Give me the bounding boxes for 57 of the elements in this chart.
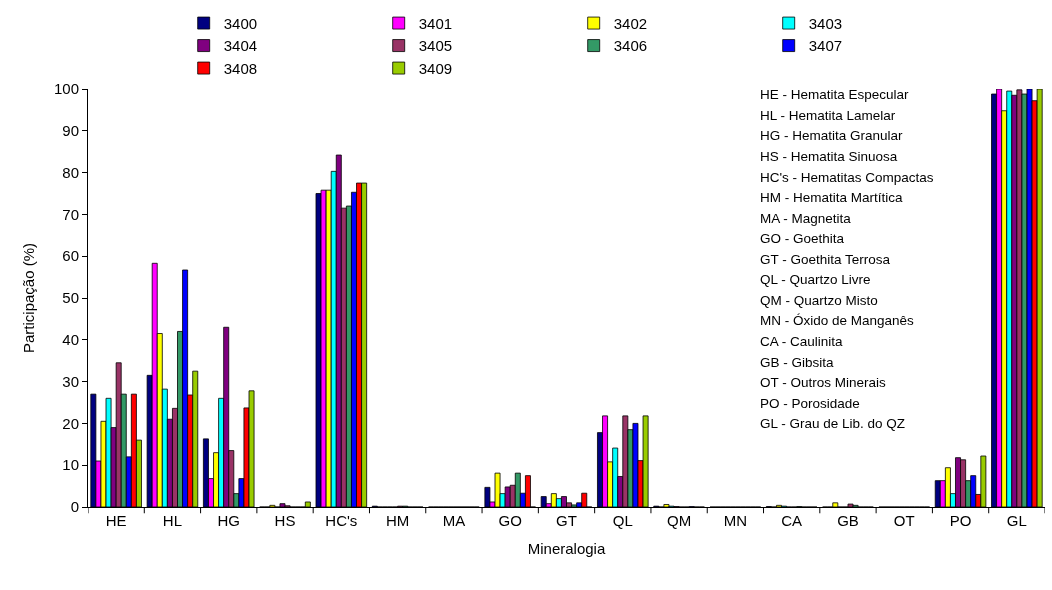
- legend-label: 3404: [223, 37, 258, 55]
- legend-label: 3408: [223, 59, 258, 77]
- annotation: HM - Hematita Martítica: [760, 190, 904, 205]
- y-axis-title: Participação (%): [20, 242, 38, 354]
- annotation: QL - Quartzo Livre: [760, 272, 871, 287]
- annotation: QM - Quartzo Misto: [760, 293, 878, 308]
- x-tick-label: HL: [162, 512, 183, 529]
- legend-label: 3401: [418, 14, 453, 32]
- legend-label: 3402: [613, 14, 648, 32]
- y-tick-label: 40: [62, 331, 79, 349]
- x-tick-label: HE: [105, 512, 127, 529]
- x-tick-label: GL: [1006, 512, 1027, 529]
- y-tick-label: 10: [62, 456, 79, 474]
- y-tick-label: 90: [62, 122, 79, 140]
- annotation: GT - Goethita Terrosa: [760, 252, 891, 267]
- annotation: MA - Magnetita: [760, 211, 852, 226]
- annotation: OT - Outros Minerais: [760, 375, 887, 390]
- x-tick-label: MA: [442, 512, 466, 529]
- annotation: MN - Óxido de Manganês: [760, 313, 915, 328]
- legend-label: 3400: [223, 14, 258, 32]
- legend-label: 3406: [613, 37, 648, 55]
- annotation: GO - Goethita: [760, 231, 845, 246]
- x-tick-label: PO: [949, 512, 972, 529]
- annotation: HE - Hematita Especular: [760, 87, 910, 102]
- annotation: GL - Grau de Lib. do QZ: [760, 416, 906, 431]
- x-tick-label: HG: [217, 512, 240, 529]
- x-axis-title: Mineralogia: [527, 540, 606, 557]
- x-tick-label: QM: [667, 512, 692, 529]
- y-tick-label: 30: [62, 372, 79, 390]
- legend-label: 3409: [418, 59, 453, 77]
- x-tick-label: GO: [498, 512, 522, 529]
- x-tick-label: OT: [893, 512, 915, 529]
- y-tick-label: 100: [53, 80, 79, 98]
- annotation: HS - Hematita Sinuosa: [760, 149, 898, 164]
- x-tick-label: QL: [612, 512, 633, 529]
- y-tick-label: 50: [62, 289, 79, 307]
- annotation: HC's - Hematitas Compactas: [760, 170, 934, 185]
- x-tick-label: HC's: [325, 512, 358, 529]
- y-tick-label: 80: [62, 163, 79, 181]
- y-tick-label: 70: [62, 205, 79, 223]
- y-tick-label: 60: [62, 247, 79, 265]
- legend-label: 3403: [808, 14, 843, 32]
- y-tick-label: 20: [62, 414, 79, 432]
- legend-label: 3407: [808, 37, 843, 55]
- x-tick-label: GB: [837, 512, 859, 529]
- annotation: PO - Porosidade: [760, 396, 860, 411]
- annotation: CA - Caulinita: [760, 334, 844, 349]
- x-tick-label: HS: [274, 512, 296, 529]
- x-tick-label: GT: [556, 512, 577, 529]
- annotation: HL - Hematita Lamelar: [760, 108, 896, 123]
- x-tick-label: MN: [723, 512, 748, 529]
- x-tick-label: CA: [781, 512, 803, 529]
- legend-label: 3405: [418, 37, 453, 55]
- y-tick-label: 0: [70, 498, 79, 516]
- annotation: HG - Hematita Granular: [760, 128, 904, 143]
- x-tick-label: HM: [385, 512, 410, 529]
- annotation: GB - Gibsita: [760, 355, 835, 370]
